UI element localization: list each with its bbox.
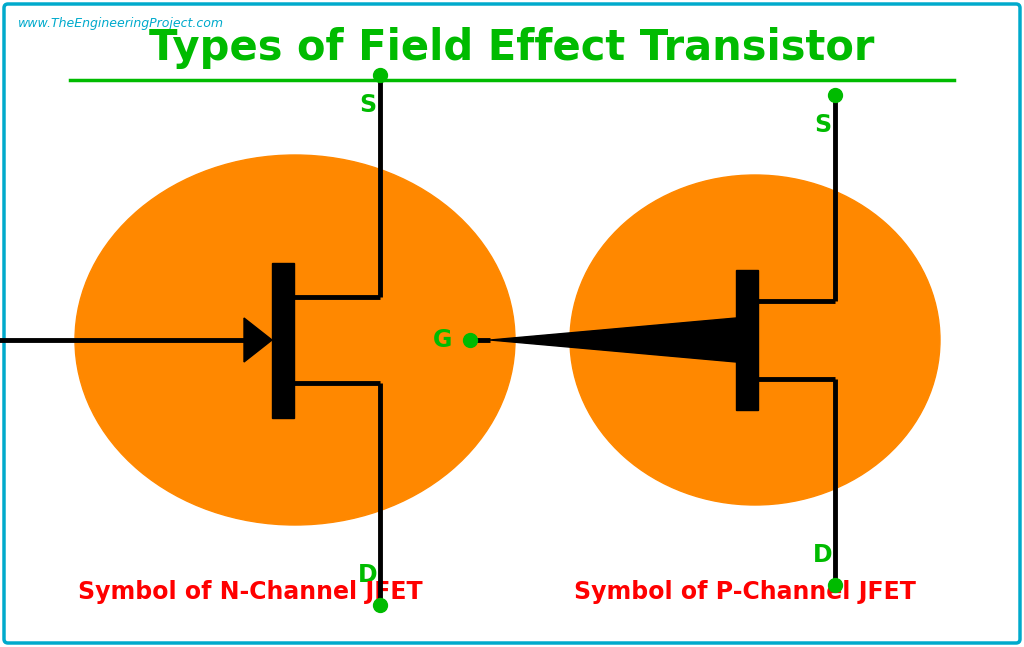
- Text: S: S: [814, 113, 831, 137]
- Text: D: D: [358, 563, 378, 587]
- Text: D: D: [813, 543, 833, 567]
- Text: G: G: [432, 328, 452, 352]
- Ellipse shape: [570, 175, 940, 505]
- Text: Types of Field Effect Transistor: Types of Field Effect Transistor: [150, 27, 874, 69]
- Bar: [736, 270, 758, 410]
- Text: S: S: [359, 93, 377, 117]
- Polygon shape: [490, 318, 736, 362]
- Ellipse shape: [75, 155, 515, 525]
- Text: Symbol of N-Channel JFET: Symbol of N-Channel JFET: [78, 580, 422, 604]
- Bar: [272, 263, 294, 417]
- Polygon shape: [244, 318, 272, 362]
- Text: Symbol of P-Channel JFET: Symbol of P-Channel JFET: [574, 580, 915, 604]
- Text: www.TheEngineeringProject.com: www.TheEngineeringProject.com: [18, 17, 224, 30]
- FancyBboxPatch shape: [4, 4, 1020, 643]
